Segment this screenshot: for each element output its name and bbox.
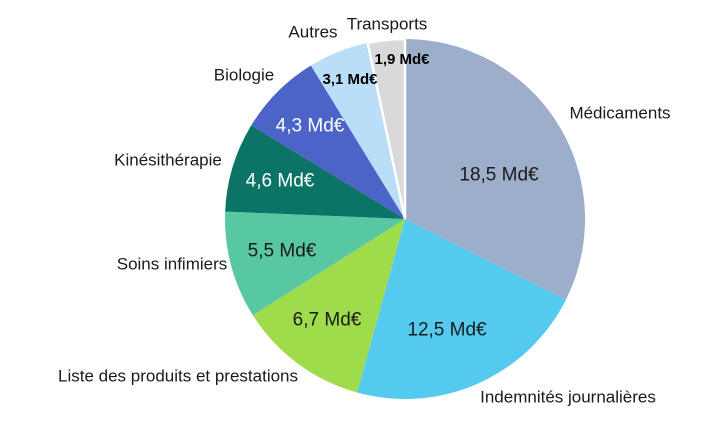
slice-value-transports: 1,9 Md€ (374, 50, 430, 68)
slice-value-medicaments: 18,5 Md€ (459, 164, 539, 186)
pie-slice-biologie (251, 65, 405, 219)
pie-slice-soins-infirmiers (224, 211, 405, 316)
pie-slice-kinesitherapie (225, 125, 405, 219)
pie-slice-indemnites-journalieres (357, 219, 566, 400)
pie-slice-autres (310, 42, 405, 219)
slice-label-liste-des-produits-et-prestations: Liste des produits et prestations (57, 366, 299, 386)
slice-value-autres: 3,1 Md€ (322, 70, 378, 88)
slice-label-medicaments: Médicaments (569, 103, 671, 123)
slice-value-liste-des-produits-et-prestations: 6,7 Md€ (292, 309, 362, 331)
slice-value-kinesitherapie: 4,6 Md€ (245, 170, 315, 192)
slice-value-indemnites-journalieres: 12,5 Md€ (407, 319, 487, 341)
slice-label-soins-infirmiers: Soins infimiers (116, 254, 228, 274)
slice-label-transports: Transports (346, 14, 428, 34)
slice-value-soins-infirmiers: 5,5 Md€ (247, 240, 317, 262)
slice-label-indemnites-journalieres: Indemnités journalières (480, 387, 656, 407)
pie-slice-liste-des-produits-et-prestations (252, 219, 405, 393)
pie-slice-medicaments (405, 39, 586, 300)
pie-slice-transports (366, 37, 407, 220)
slice-value-biologie: 4,3 Md€ (275, 115, 345, 137)
slice-label-autres: Autres (288, 22, 338, 42)
slice-label-biologie: Biologie (213, 65, 275, 85)
slice-label-kinesitherapie: Kinésithérapie (114, 150, 222, 170)
